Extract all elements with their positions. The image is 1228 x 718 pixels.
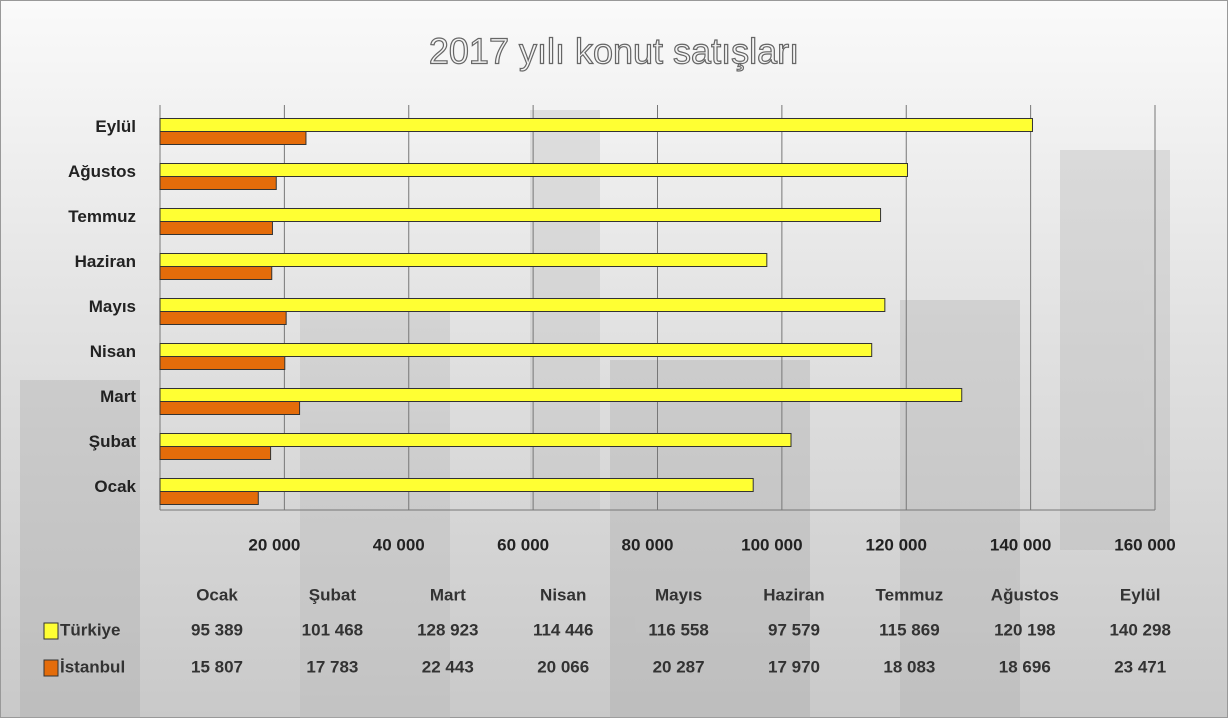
- bar: [159, 253, 768, 267]
- bar: [159, 343, 873, 357]
- table-cell: 15 807: [191, 657, 243, 676]
- table-header: Haziran: [763, 585, 824, 604]
- x-tick-label: 80 000: [622, 535, 674, 554]
- bar: [159, 131, 307, 145]
- bar: [159, 298, 886, 312]
- bar: [159, 163, 908, 177]
- legend-swatch: [43, 622, 59, 640]
- bar: [159, 266, 273, 280]
- table-cell: 18 083: [883, 657, 935, 676]
- y-tick-label: Mart: [100, 387, 136, 406]
- chart-title: 2017 yılı konut satışları: [429, 31, 799, 72]
- bar: [159, 491, 259, 505]
- bar: [159, 118, 1033, 132]
- bar: [159, 401, 301, 415]
- table-cell: 95 389: [191, 620, 243, 639]
- table-cell: 23 471: [1114, 657, 1166, 676]
- y-tick-label: Mayıs: [89, 297, 136, 316]
- x-tick-label: 100 000: [741, 535, 802, 554]
- x-tick-label: 20 000: [248, 535, 300, 554]
- y-tick-label: Haziran: [75, 252, 136, 271]
- table-header: Mayıs: [655, 585, 702, 604]
- x-tick-label: 140 000: [990, 535, 1051, 554]
- bar: [159, 433, 792, 447]
- legend-swatch: [43, 659, 59, 677]
- y-tick-label: Ağustos: [68, 162, 136, 181]
- table-cell: 120 198: [994, 620, 1055, 639]
- x-tick-label: 120 000: [866, 535, 927, 554]
- y-tick-label: Şubat: [89, 432, 137, 451]
- bar: [159, 221, 273, 235]
- table-header: Mart: [430, 585, 466, 604]
- bar: [159, 446, 272, 460]
- table-cell: 101 468: [302, 620, 363, 639]
- table-cell: 140 298: [1109, 620, 1170, 639]
- y-tick-label: Eylül: [95, 117, 136, 136]
- table-cell: 97 579: [768, 620, 820, 639]
- table-cell: 114 446: [533, 620, 594, 639]
- x-tick-label: 60 000: [497, 535, 549, 554]
- table-header: Şubat: [309, 585, 357, 604]
- bar: [159, 478, 754, 492]
- table-cell: 115 869: [879, 620, 940, 639]
- legend-label: Türkiye: [60, 620, 120, 639]
- table-cell: 20 066: [537, 657, 589, 676]
- table-header: Ağustos: [991, 585, 1059, 604]
- table-cell: 17 783: [306, 657, 358, 676]
- bar: [159, 208, 882, 222]
- table-header: Ocak: [196, 585, 238, 604]
- table-cell: 18 696: [999, 657, 1051, 676]
- y-tick-label: Nisan: [90, 342, 136, 361]
- x-tick-label: 160 000: [1114, 535, 1175, 554]
- table-cell: 20 287: [653, 657, 705, 676]
- table-cell: 22 443: [422, 657, 474, 676]
- y-tick-label: Ocak: [94, 477, 136, 496]
- table-header: Eylül: [1120, 585, 1161, 604]
- table-header: Temmuz: [876, 585, 944, 604]
- bar: [159, 388, 963, 402]
- x-tick-label: 40 000: [373, 535, 425, 554]
- table-cell: 128 923: [417, 620, 478, 639]
- table-cell: 17 970: [768, 657, 820, 676]
- bar: [159, 311, 287, 325]
- table-cell: 116 558: [648, 620, 709, 639]
- bar: [159, 176, 277, 190]
- bar: [159, 356, 286, 370]
- legend-label: İstanbul: [60, 657, 125, 676]
- table-header: Nisan: [540, 585, 586, 604]
- y-tick-label: Temmuz: [68, 207, 136, 226]
